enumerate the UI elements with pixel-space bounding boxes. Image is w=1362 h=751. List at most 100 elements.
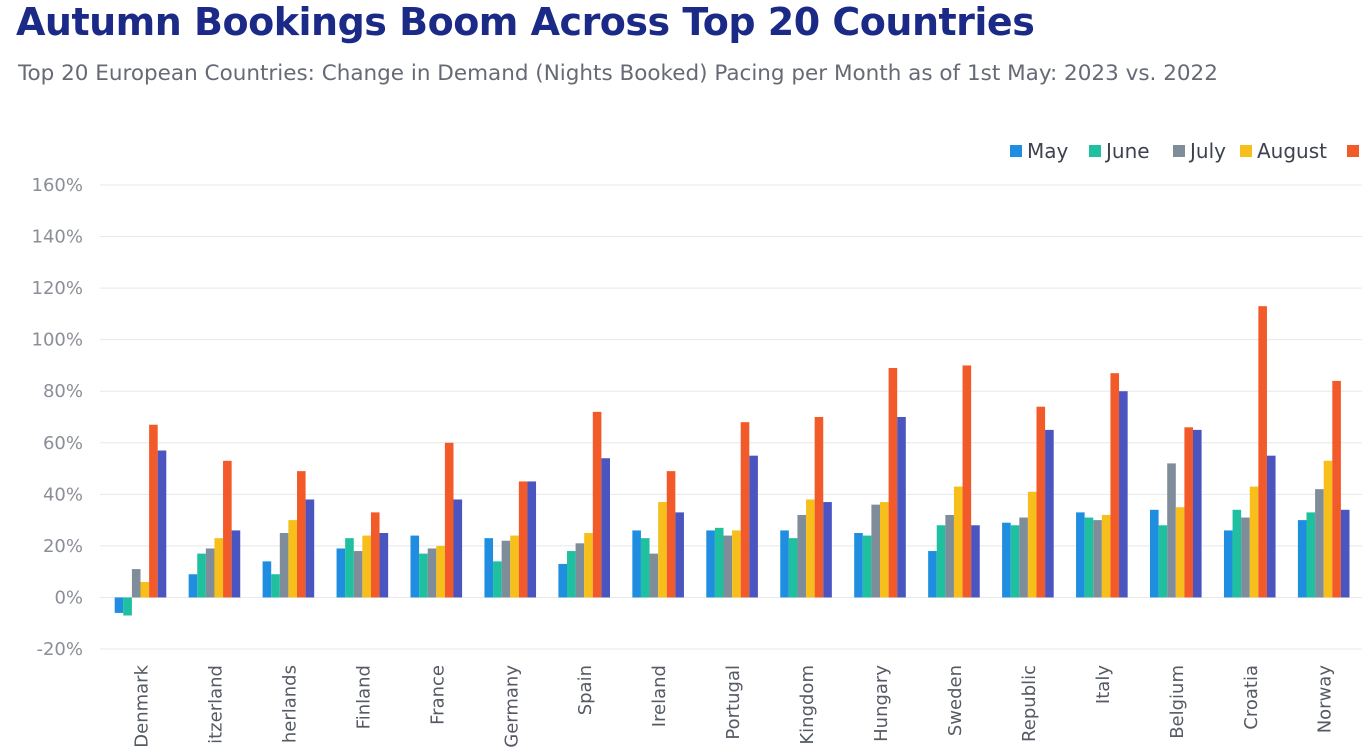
y-tick-label: 160% (32, 175, 83, 196)
bar (114, 597, 124, 613)
bar (501, 540, 511, 598)
bar (706, 530, 715, 598)
bar (527, 481, 537, 598)
bar (1266, 455, 1276, 598)
bar (749, 455, 758, 598)
bar (632, 530, 641, 598)
bar (714, 527, 724, 598)
bar (188, 574, 198, 598)
x-tick-label: Germany (501, 665, 522, 748)
bar (1249, 486, 1259, 598)
bar (732, 530, 741, 598)
bar (1297, 520, 1307, 598)
chart-subtitle: Top 20 European Countries: Change in Dem… (18, 61, 1218, 86)
bar (862, 535, 872, 598)
legend-swatch (1347, 145, 1359, 157)
legend-swatch (1089, 145, 1101, 157)
bar (640, 538, 650, 598)
y-tick-label: 40% (43, 484, 83, 505)
bar (814, 417, 824, 598)
x-tick-label: itzerland (205, 665, 226, 744)
x-tick-label: Spain (575, 665, 596, 715)
y-tick-label: 100% (32, 330, 83, 351)
bar (945, 514, 954, 598)
bar (806, 499, 815, 598)
bar (1002, 522, 1011, 598)
bar (558, 563, 567, 598)
legend-swatch (1240, 145, 1252, 157)
bar (971, 525, 980, 598)
x-tick-label: Denmark (132, 664, 153, 747)
bar (936, 525, 946, 598)
bar (1340, 509, 1350, 598)
x-tick-label: Finland (353, 665, 374, 729)
x-tick-label: Hungary (871, 665, 892, 742)
legend-label: August (1257, 139, 1327, 163)
bar (1076, 512, 1085, 598)
x-tick-label: Ireland (649, 665, 670, 727)
bar (888, 368, 898, 598)
bar (1184, 427, 1193, 598)
bar (823, 502, 832, 598)
bar (1232, 509, 1242, 598)
x-tick-label: Republic (1019, 665, 1040, 742)
bar (953, 486, 963, 598)
bar (131, 569, 141, 598)
bar (353, 551, 363, 598)
legend-swatch (1010, 145, 1022, 157)
legend-label: June (1104, 139, 1150, 163)
bar (297, 471, 306, 598)
bar (592, 411, 602, 598)
bar (780, 530, 789, 598)
bar (493, 561, 502, 598)
y-tick-label: -20% (36, 639, 83, 660)
legend-swatch (1173, 145, 1185, 157)
bar (567, 551, 576, 598)
bar (279, 533, 289, 598)
x-tick-label: Italy (1093, 665, 1114, 704)
bar (1315, 489, 1324, 598)
bar (1175, 507, 1185, 598)
bar (436, 545, 445, 598)
x-tick-label: Croatia (1241, 665, 1262, 730)
bar (231, 530, 241, 598)
bar (427, 548, 437, 598)
bar (1332, 380, 1341, 598)
bar (370, 512, 380, 598)
bar (362, 535, 371, 598)
y-tick-label: 20% (43, 536, 83, 557)
y-tick-label: 140% (32, 227, 83, 248)
bar (214, 538, 224, 598)
bar (1010, 525, 1020, 598)
x-tick-label: Norway (1315, 665, 1336, 734)
bar (575, 543, 585, 598)
bar (123, 597, 132, 616)
legend-label: May (1027, 139, 1069, 163)
bar (723, 535, 733, 598)
bar (584, 533, 593, 598)
bar (223, 460, 232, 598)
bar (444, 442, 454, 598)
bar (336, 548, 346, 598)
bar (797, 514, 807, 598)
bar (453, 499, 463, 598)
bar (271, 574, 280, 598)
bar (510, 535, 519, 598)
bar (1036, 406, 1046, 598)
bar (1084, 517, 1094, 598)
bar (157, 450, 167, 598)
bar (197, 553, 206, 598)
bar (1158, 525, 1168, 598)
bar (410, 535, 420, 598)
bar (1093, 520, 1102, 598)
bar (379, 533, 389, 598)
bar (658, 502, 667, 598)
chart-title: Autumn Bookings Boom Across Top 20 Count… (16, 0, 1035, 44)
x-axis-tick-labels: Denmark itzerland herlands Finland France Ger… (132, 664, 1336, 747)
bar (740, 422, 750, 598)
bar (345, 538, 354, 598)
bar (484, 538, 494, 598)
bar (880, 502, 889, 598)
bar (1167, 463, 1176, 598)
